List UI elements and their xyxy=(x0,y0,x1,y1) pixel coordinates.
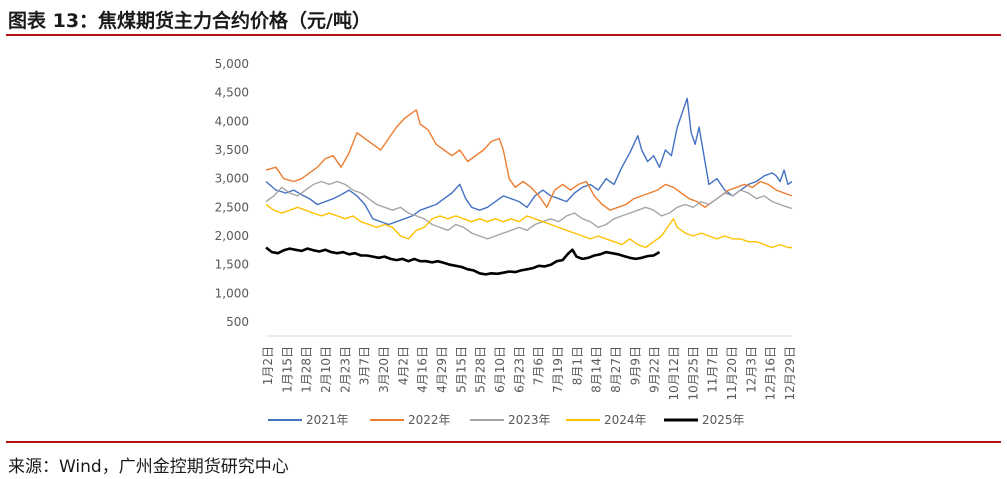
x-tick-label: 6月23日 xyxy=(512,346,526,393)
top-divider xyxy=(6,34,1001,36)
y-tick-label: 4,000 xyxy=(215,114,249,128)
y-tick-label: 5,000 xyxy=(215,57,249,71)
x-tick-label: 4月2日 xyxy=(396,346,410,385)
x-tick-label: 4月16日 xyxy=(416,346,430,393)
series-line-2022 xyxy=(265,109,793,211)
series-lines xyxy=(265,97,793,276)
x-tick-label: 1月2日 xyxy=(261,346,275,385)
x-axis: 1月2日 1月15日 1月28日 2月10日 2月23日 3月7日 3月20日 4月2日 4月1… xyxy=(261,335,797,401)
x-tick-label: 11月20日 xyxy=(725,346,739,401)
series-line-2023 xyxy=(265,180,793,240)
x-tick-label: 8月1日 xyxy=(570,346,584,385)
x-tick-label: 4月29日 xyxy=(435,346,449,393)
x-tick-label: 12月16日 xyxy=(764,346,778,401)
source-note: 来源：Wind，广州金控期货研究中心 xyxy=(8,457,289,477)
x-tick-label: 1月28日 xyxy=(300,346,314,393)
legend-label: 2021年 xyxy=(306,413,349,427)
x-tick-label: 2月23日 xyxy=(338,346,352,393)
y-tick-label: 500 xyxy=(226,315,249,329)
y-tick-label: 1,500 xyxy=(215,258,249,272)
x-tick-label: 8月14日 xyxy=(590,346,604,393)
x-tick-label: 5月15日 xyxy=(454,346,468,393)
x-tick-label: 1月15日 xyxy=(280,346,294,393)
x-tick-label: 6月10日 xyxy=(493,346,507,393)
line-chart: 500 1,000 1,500 2,000 2,500 3,000 3,500 4,000 4,… xyxy=(215,57,797,427)
series-line-2025 xyxy=(265,246,661,276)
x-tick-label: 7月19日 xyxy=(551,346,565,393)
y-tick-label: 1,000 xyxy=(215,286,249,300)
x-tick-label: 10月12日 xyxy=(667,346,681,401)
y-axis: 500 1,000 1,500 2,000 2,500 3,000 3,500 4,000 4,… xyxy=(215,57,249,329)
series-line-2021 xyxy=(265,97,793,226)
chart-title: 图表 13：焦煤期货主力合约价格（元/吨） xyxy=(8,10,371,32)
x-tick-label: 10月25日 xyxy=(686,346,700,401)
x-tick-label: 11月7日 xyxy=(706,346,720,393)
x-tick-label: 5月28日 xyxy=(474,346,488,393)
legend-label: 2022年 xyxy=(408,413,451,427)
y-tick-label: 4,500 xyxy=(215,86,249,100)
bottom-divider xyxy=(6,441,1001,443)
legend: 2021年 2022年 2023年 2024年 2025年 xyxy=(268,413,745,427)
legend-label: 2024年 xyxy=(604,413,647,427)
legend-label: 2023年 xyxy=(508,413,551,427)
series-line-2024 xyxy=(265,203,792,249)
x-tick-label: 3月20日 xyxy=(377,346,391,393)
x-tick-label: 12月3日 xyxy=(744,346,758,393)
x-tick-label: 8月27日 xyxy=(609,346,623,393)
y-tick-label: 2,000 xyxy=(215,229,249,243)
y-tick-label: 3,000 xyxy=(215,172,249,186)
x-tick-label: 3月7日 xyxy=(358,346,372,385)
x-tick-label: 12月29日 xyxy=(783,346,797,401)
y-tick-label: 3,500 xyxy=(215,143,249,157)
x-tick-label: 2月10日 xyxy=(319,346,333,393)
x-tick-label: 9月9日 xyxy=(628,346,642,385)
x-tick-label: 7月6日 xyxy=(532,346,546,385)
x-tick-label: 9月22日 xyxy=(648,346,662,393)
legend-label: 2025年 xyxy=(702,413,745,427)
y-tick-label: 2,500 xyxy=(215,200,249,214)
